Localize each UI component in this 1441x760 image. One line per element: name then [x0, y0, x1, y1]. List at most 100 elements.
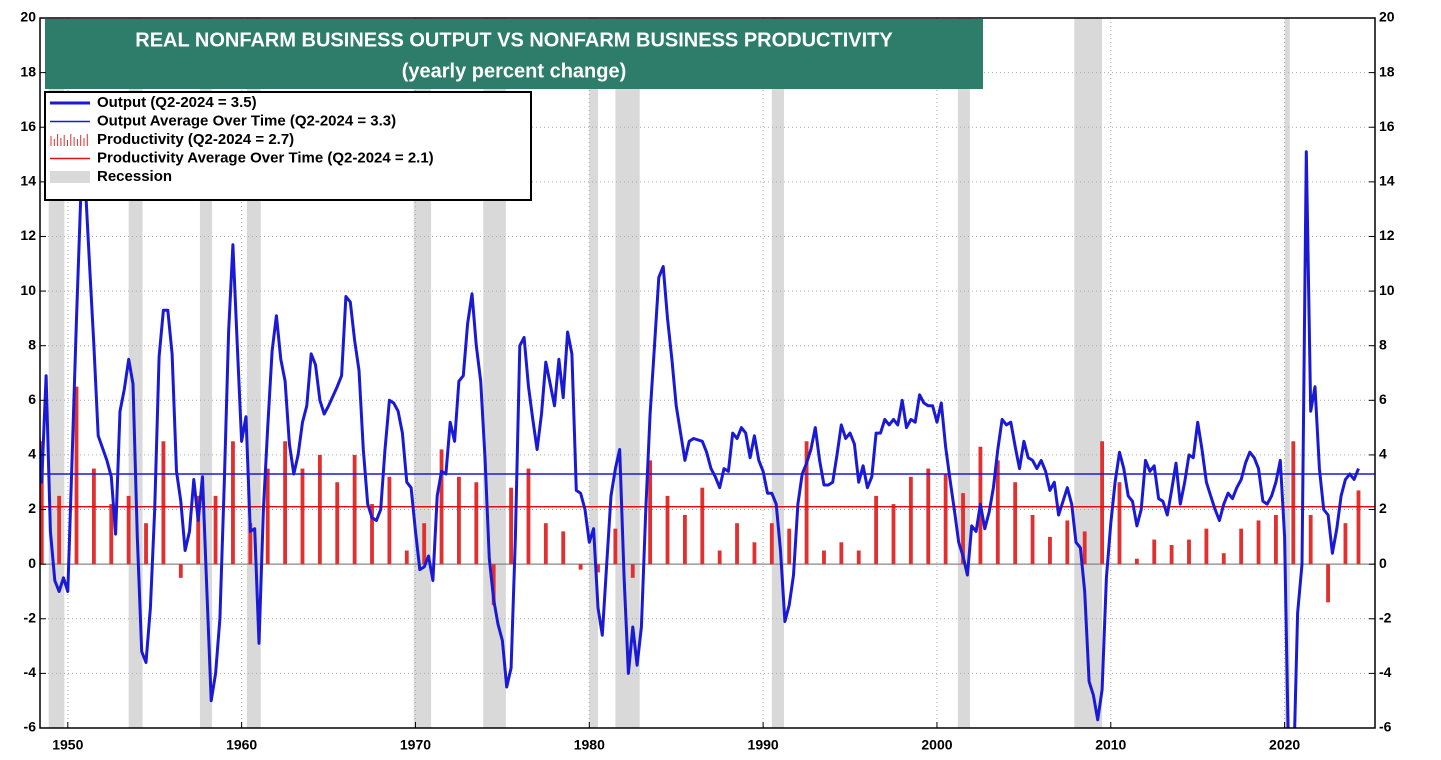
- y2-tick-label: 18: [1379, 63, 1395, 79]
- productivity-bar: [752, 542, 757, 565]
- productivity-bar: [317, 454, 322, 565]
- productivity-bar: [1134, 558, 1139, 565]
- productivity-bar: [40, 441, 44, 565]
- recession-band: [771, 18, 784, 728]
- productivity-bar: [578, 564, 583, 570]
- productivity-bar: [1100, 441, 1105, 565]
- output-line: [40, 150, 1360, 728]
- productivity-bar: [457, 476, 461, 565]
- productivity-bar: [74, 386, 79, 565]
- productivity-bar: [1013, 482, 1018, 565]
- y-tick-label: 10: [20, 282, 36, 298]
- y-tick-label: 0: [28, 555, 36, 571]
- y2-tick-label: 10: [1379, 282, 1395, 298]
- x-tick-label: 1970: [400, 737, 431, 753]
- recession-band: [1284, 18, 1290, 728]
- productivity-bar: [491, 564, 496, 606]
- productivity-bar: [700, 487, 705, 565]
- y-tick-label: -4: [24, 664, 37, 680]
- productivity-bar: [648, 460, 653, 565]
- productivity-bar: [822, 550, 826, 565]
- productivity-bar: [1343, 523, 1348, 565]
- productivity-bar: [769, 523, 774, 565]
- productivity-bar: [1048, 536, 1052, 565]
- productivity-bar: [926, 468, 931, 565]
- x-tick-label: 1960: [226, 737, 257, 753]
- productivity-bar: [891, 504, 896, 565]
- legend-label: Output Average Over Time (Q2-2024 = 3.3): [97, 112, 396, 129]
- productivity-bar: [613, 528, 618, 565]
- title-box: [45, 19, 983, 89]
- productivity-bar: [1326, 564, 1330, 603]
- y-tick-label: -2: [24, 609, 37, 625]
- productivity-bar: [717, 550, 722, 565]
- productivity-bar: [1221, 553, 1226, 565]
- productivity-bar: [630, 564, 635, 578]
- productivity-bar: [387, 476, 392, 565]
- productivity-bar: [995, 460, 1000, 565]
- recession-band: [589, 18, 598, 728]
- productivity-bar: [300, 468, 305, 565]
- recession-band: [957, 18, 970, 728]
- y-tick-label: 8: [28, 336, 36, 352]
- y2-tick-label: 6: [1379, 391, 1387, 407]
- x-tick-label: 1980: [574, 737, 605, 753]
- productivity-bar: [1204, 528, 1209, 565]
- productivity-bar: [1239, 528, 1244, 565]
- productivity-bar: [665, 495, 670, 565]
- productivity-bar: [422, 523, 427, 565]
- productivity-bar: [561, 531, 566, 565]
- productivity-bar: [335, 482, 340, 565]
- recession-band: [615, 18, 640, 728]
- productivity-bar: [370, 504, 374, 565]
- y-tick-label: 2: [28, 500, 36, 516]
- productivity-bar: [509, 487, 513, 565]
- y2-tick-label: 8: [1379, 336, 1387, 352]
- productivity-bar: [787, 528, 792, 565]
- productivity-bar: [1256, 520, 1261, 565]
- legend-label: Output (Q2-2024 = 3.5): [97, 94, 257, 111]
- x-tick-label: 1990: [748, 737, 779, 753]
- plot-frame: [39, 17, 1376, 729]
- productivity-bar: [213, 495, 218, 565]
- y2-tick-label: -2: [1379, 609, 1392, 625]
- productivity-bar: [474, 482, 479, 565]
- productivity-bar: [682, 515, 687, 565]
- productivity-bar: [144, 523, 148, 565]
- y2-tick-label: 20: [1379, 9, 1395, 25]
- x-tick-label: 2010: [1095, 737, 1126, 753]
- productivity-bar: [109, 504, 114, 565]
- productivity-bar: [1030, 515, 1035, 565]
- x-tick-label: 1950: [52, 737, 83, 753]
- productivity-bar: [943, 474, 948, 565]
- y-tick-label: 4: [28, 446, 36, 462]
- productivity-bar: [178, 564, 183, 578]
- y2-tick-label: 12: [1379, 227, 1395, 243]
- productivity-bar: [961, 493, 965, 565]
- productivity-bar: [804, 441, 809, 565]
- y2-tick-label: 4: [1379, 446, 1387, 462]
- y-tick-label: -6: [24, 719, 37, 735]
- legend-box: [44, 91, 532, 201]
- productivity-bar: [543, 523, 548, 565]
- productivity-bar: [283, 441, 288, 565]
- legend-label: Productivity Average Over Time (Q2-2024 …: [97, 149, 434, 166]
- recession-band: [1074, 18, 1103, 728]
- productivity-bar: [1291, 441, 1296, 565]
- y2-tick-label: 16: [1379, 118, 1395, 134]
- y2-tick-label: -6: [1379, 719, 1392, 735]
- y-tick-label: 12: [20, 227, 36, 243]
- productivity-bar: [91, 468, 96, 565]
- productivity-bar: [248, 523, 253, 565]
- productivity-bar: [908, 476, 913, 565]
- productivity-bar: [735, 523, 739, 565]
- legend-label: Recession: [97, 168, 172, 185]
- productivity-bar: [57, 495, 62, 565]
- productivity-bar: [1169, 545, 1174, 565]
- productivity-bar: [1117, 482, 1122, 565]
- x-tick-label: 2020: [1269, 737, 1300, 753]
- y-tick-label: 14: [20, 173, 36, 189]
- productivity-bar: [1274, 515, 1278, 565]
